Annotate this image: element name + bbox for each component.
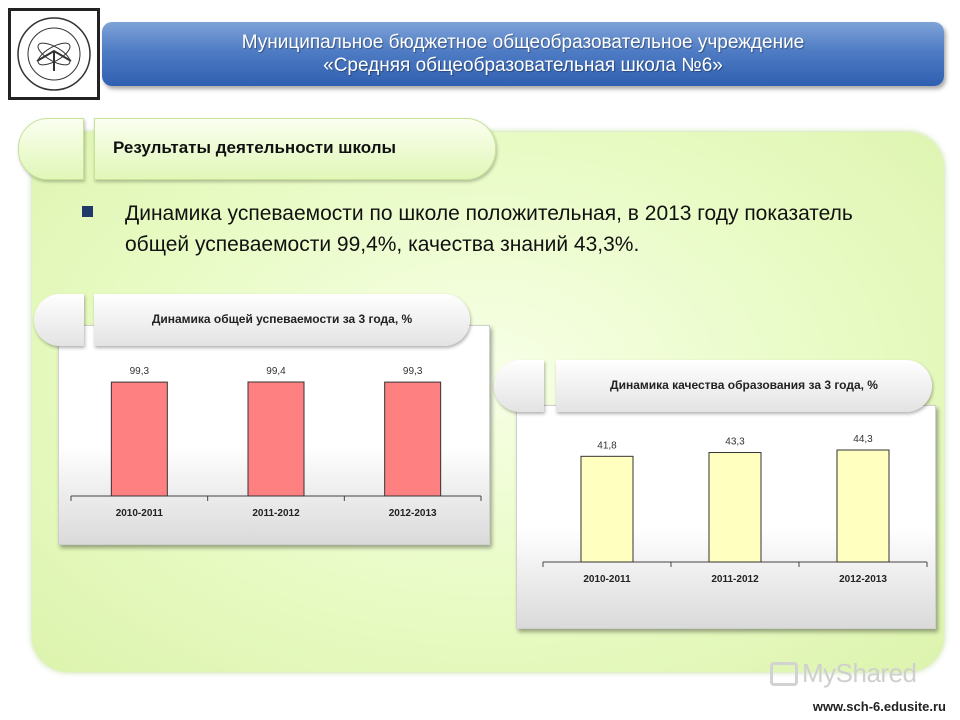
bullet-text: Динамика успеваемости по школе положител… xyxy=(125,202,853,256)
chart-2-value-label-2: 43,3 xyxy=(725,437,745,448)
chart-1-box: 99,3 2010-2011 99,4 2011-2012 99,3 2012-2013 xyxy=(58,325,490,545)
section-tab: Результаты деятельности школы xyxy=(94,118,496,180)
chart-1-title-tab: Динамика общей успеваемости за 3 года, % xyxy=(94,294,470,346)
chart-1-category-label-2: 2011-2012 xyxy=(252,508,300,519)
chart-1-category-label-3: 2012-2013 xyxy=(389,508,437,519)
chart-2-bar-1 xyxy=(580,455,634,563)
chart-1-title-cap xyxy=(34,294,84,346)
chart-1-bar-2 xyxy=(247,381,305,497)
chart-1-value-label-2: 99,4 xyxy=(266,366,286,377)
chart-1-bar-3 xyxy=(384,381,442,497)
chart-2-value-label-3: 44,3 xyxy=(853,434,873,445)
chart-2-title-cap xyxy=(494,360,544,412)
bullet-square-icon xyxy=(82,206,93,217)
watermark-icon xyxy=(770,662,798,686)
header-line-2: «Средняя общеобразовательная школа №6» xyxy=(323,55,723,76)
school-logo xyxy=(8,8,100,100)
chart-2-bar-2 xyxy=(708,452,762,563)
chart-2-value-label-1: 41,8 xyxy=(597,440,617,451)
header-banner: Муниципальное бюджетное общеобразователь… xyxy=(102,22,944,86)
chart-2-bar-3 xyxy=(836,449,890,563)
chart-1-value-label-3: 99,3 xyxy=(403,366,423,377)
chart-2-title: Динамика качества образования за 3 года,… xyxy=(610,378,878,392)
chart-2-box: 41,8 2010-2011 43,3 2011-2012 44,3 2012-2013 xyxy=(516,405,936,629)
chart-2: 41,8 2010-2011 43,3 2011-2012 44,3 2012-2013 xyxy=(542,434,928,585)
chart-2-category-label-2: 2011-2012 xyxy=(711,574,759,585)
chart-1: 99,3 2010-2011 99,4 2011-2012 99,3 2012-2013 xyxy=(70,366,482,519)
chart-2-title-tab: Динамика качества образования за 3 года,… xyxy=(556,360,932,412)
chart-2-category-label-3: 2012-2013 xyxy=(839,574,887,585)
chart-1-title: Динамика общей успеваемости за 3 года, % xyxy=(151,312,413,326)
header-line-1: Муниципальное бюджетное общеобразователь… xyxy=(241,32,805,53)
site-url: www.sch-6.edusite.ru xyxy=(812,699,946,714)
chart-1-category-label-1: 2010-2011 xyxy=(116,508,164,519)
school-emblem-icon xyxy=(17,17,91,91)
section-title: Результаты деятельности школы xyxy=(113,138,397,157)
watermark: MyShared xyxy=(770,658,917,689)
watermark-text: MyShared xyxy=(802,658,917,688)
chart-1-value-label-1: 99,3 xyxy=(130,366,150,377)
chart-1-bar-1 xyxy=(110,381,168,497)
chart-2-category-label-1: 2010-2011 xyxy=(583,574,631,585)
section-tab-cap xyxy=(18,118,84,180)
